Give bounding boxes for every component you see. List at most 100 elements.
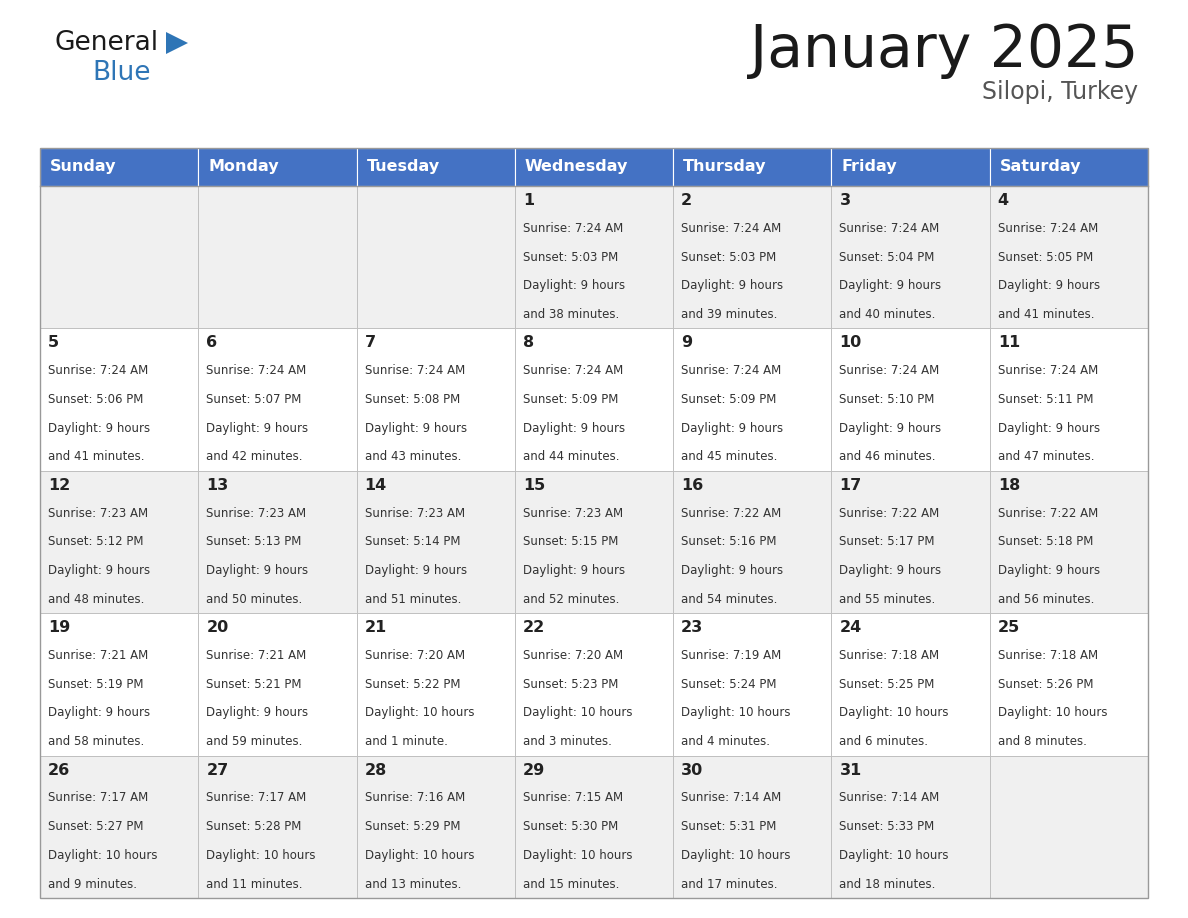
Polygon shape [166, 32, 188, 54]
Text: Daylight: 10 hours: Daylight: 10 hours [840, 707, 949, 720]
Text: and 38 minutes.: and 38 minutes. [523, 308, 619, 321]
Text: Daylight: 9 hours: Daylight: 9 hours [998, 421, 1100, 434]
Bar [198, 148, 356, 186]
Bar [40, 756, 198, 898]
Bar [356, 186, 514, 329]
Text: Sunset: 5:33 PM: Sunset: 5:33 PM [840, 820, 935, 834]
Text: Saturday: Saturday [1000, 160, 1081, 174]
Text: Daylight: 10 hours: Daylight: 10 hours [207, 849, 316, 862]
Text: 10: 10 [840, 335, 861, 351]
Text: Sunrise: 7:23 AM: Sunrise: 7:23 AM [365, 507, 465, 520]
Text: Sunset: 5:08 PM: Sunset: 5:08 PM [365, 393, 460, 406]
Text: Sunrise: 7:24 AM: Sunrise: 7:24 AM [523, 222, 624, 235]
Text: Daylight: 9 hours: Daylight: 9 hours [365, 564, 467, 577]
Text: Sunrise: 7:14 AM: Sunrise: 7:14 AM [840, 791, 940, 804]
Text: and 13 minutes.: and 13 minutes. [365, 878, 461, 890]
Text: Daylight: 9 hours: Daylight: 9 hours [523, 279, 625, 292]
Bar [990, 756, 1148, 898]
Text: Daylight: 10 hours: Daylight: 10 hours [365, 849, 474, 862]
Text: Daylight: 9 hours: Daylight: 9 hours [365, 421, 467, 434]
Text: Daylight: 10 hours: Daylight: 10 hours [840, 849, 949, 862]
Text: Daylight: 9 hours: Daylight: 9 hours [998, 279, 1100, 292]
Text: General: General [53, 30, 158, 56]
Text: 16: 16 [681, 477, 703, 493]
Text: Sunrise: 7:21 AM: Sunrise: 7:21 AM [207, 649, 307, 662]
Text: and 8 minutes.: and 8 minutes. [998, 735, 1087, 748]
Text: Sunset: 5:30 PM: Sunset: 5:30 PM [523, 820, 618, 834]
Text: and 56 minutes.: and 56 minutes. [998, 593, 1094, 606]
Text: and 6 minutes.: and 6 minutes. [840, 735, 929, 748]
Text: and 17 minutes.: and 17 minutes. [681, 878, 778, 890]
Text: and 48 minutes.: and 48 minutes. [48, 593, 145, 606]
Text: 12: 12 [48, 477, 70, 493]
Text: Sunset: 5:12 PM: Sunset: 5:12 PM [48, 535, 144, 548]
Bar [40, 329, 198, 471]
Text: January 2025: January 2025 [750, 22, 1138, 79]
Text: Sunrise: 7:24 AM: Sunrise: 7:24 AM [48, 364, 148, 377]
Text: 6: 6 [207, 335, 217, 351]
Text: 9: 9 [681, 335, 693, 351]
Text: 2: 2 [681, 193, 693, 208]
Text: 31: 31 [840, 763, 861, 778]
Text: Sunrise: 7:24 AM: Sunrise: 7:24 AM [998, 222, 1098, 235]
Text: Sunset: 5:05 PM: Sunset: 5:05 PM [998, 251, 1093, 263]
Text: and 52 minutes.: and 52 minutes. [523, 593, 619, 606]
Text: and 41 minutes.: and 41 minutes. [998, 308, 1094, 321]
Text: Sunrise: 7:24 AM: Sunrise: 7:24 AM [523, 364, 624, 377]
Text: 4: 4 [998, 193, 1009, 208]
Text: Daylight: 10 hours: Daylight: 10 hours [681, 849, 791, 862]
Bar [674, 613, 832, 756]
Bar [198, 471, 356, 613]
Text: Sunrise: 7:15 AM: Sunrise: 7:15 AM [523, 791, 623, 804]
Text: and 42 minutes.: and 42 minutes. [207, 451, 303, 464]
Text: Daylight: 9 hours: Daylight: 9 hours [523, 564, 625, 577]
Bar [356, 471, 514, 613]
Text: Sunset: 5:07 PM: Sunset: 5:07 PM [207, 393, 302, 406]
Text: Sunrise: 7:23 AM: Sunrise: 7:23 AM [48, 507, 148, 520]
Text: Sunset: 5:16 PM: Sunset: 5:16 PM [681, 535, 777, 548]
Text: Sunset: 5:06 PM: Sunset: 5:06 PM [48, 393, 144, 406]
Text: and 55 minutes.: and 55 minutes. [840, 593, 936, 606]
Text: 8: 8 [523, 335, 533, 351]
Text: and 4 minutes.: and 4 minutes. [681, 735, 770, 748]
Text: 17: 17 [840, 477, 861, 493]
Text: Blue: Blue [91, 60, 151, 86]
Text: Sunrise: 7:18 AM: Sunrise: 7:18 AM [998, 649, 1098, 662]
Text: and 59 minutes.: and 59 minutes. [207, 735, 303, 748]
Text: Sunset: 5:29 PM: Sunset: 5:29 PM [365, 820, 460, 834]
Bar [990, 471, 1148, 613]
Text: Daylight: 9 hours: Daylight: 9 hours [681, 279, 783, 292]
Bar [40, 148, 1148, 898]
Bar [40, 186, 198, 329]
Text: Sunrise: 7:24 AM: Sunrise: 7:24 AM [681, 222, 782, 235]
Text: and 54 minutes.: and 54 minutes. [681, 593, 777, 606]
Text: 26: 26 [48, 763, 70, 778]
Text: Sunset: 5:19 PM: Sunset: 5:19 PM [48, 677, 144, 690]
Bar [674, 148, 832, 186]
Text: Sunrise: 7:16 AM: Sunrise: 7:16 AM [365, 791, 465, 804]
Text: Sunset: 5:27 PM: Sunset: 5:27 PM [48, 820, 144, 834]
Text: Friday: Friday [841, 160, 897, 174]
Text: 1: 1 [523, 193, 533, 208]
Bar [990, 613, 1148, 756]
Text: and 39 minutes.: and 39 minutes. [681, 308, 777, 321]
Text: Sunset: 5:10 PM: Sunset: 5:10 PM [840, 393, 935, 406]
Text: Sunset: 5:21 PM: Sunset: 5:21 PM [207, 677, 302, 690]
Text: 20: 20 [207, 621, 228, 635]
Text: Sunset: 5:03 PM: Sunset: 5:03 PM [523, 251, 618, 263]
Bar [514, 756, 674, 898]
Bar [990, 148, 1148, 186]
Text: Sunrise: 7:24 AM: Sunrise: 7:24 AM [681, 364, 782, 377]
Text: Daylight: 9 hours: Daylight: 9 hours [840, 421, 942, 434]
Text: Daylight: 9 hours: Daylight: 9 hours [207, 564, 309, 577]
Text: Monday: Monday [208, 160, 279, 174]
Bar [514, 186, 674, 329]
Text: Sunrise: 7:22 AM: Sunrise: 7:22 AM [998, 507, 1098, 520]
Text: and 51 minutes.: and 51 minutes. [365, 593, 461, 606]
Bar [356, 329, 514, 471]
Text: Daylight: 9 hours: Daylight: 9 hours [681, 421, 783, 434]
Text: Daylight: 9 hours: Daylight: 9 hours [48, 564, 150, 577]
Text: Daylight: 10 hours: Daylight: 10 hours [998, 707, 1107, 720]
Text: and 15 minutes.: and 15 minutes. [523, 878, 619, 890]
Text: Wednesday: Wednesday [525, 160, 628, 174]
